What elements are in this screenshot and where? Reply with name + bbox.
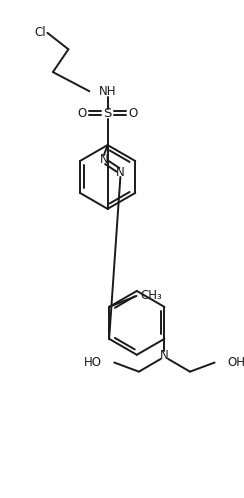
Text: CH₃: CH₃ <box>140 289 162 302</box>
Text: O: O <box>129 107 138 120</box>
Text: N: N <box>100 153 108 166</box>
Text: N: N <box>160 349 169 362</box>
Text: HO: HO <box>83 356 102 369</box>
Text: S: S <box>103 107 112 120</box>
Text: N: N <box>116 166 125 179</box>
Text: NH: NH <box>99 85 116 98</box>
Text: O: O <box>77 107 87 120</box>
Text: Cl: Cl <box>35 26 46 39</box>
Text: OH: OH <box>227 356 244 369</box>
